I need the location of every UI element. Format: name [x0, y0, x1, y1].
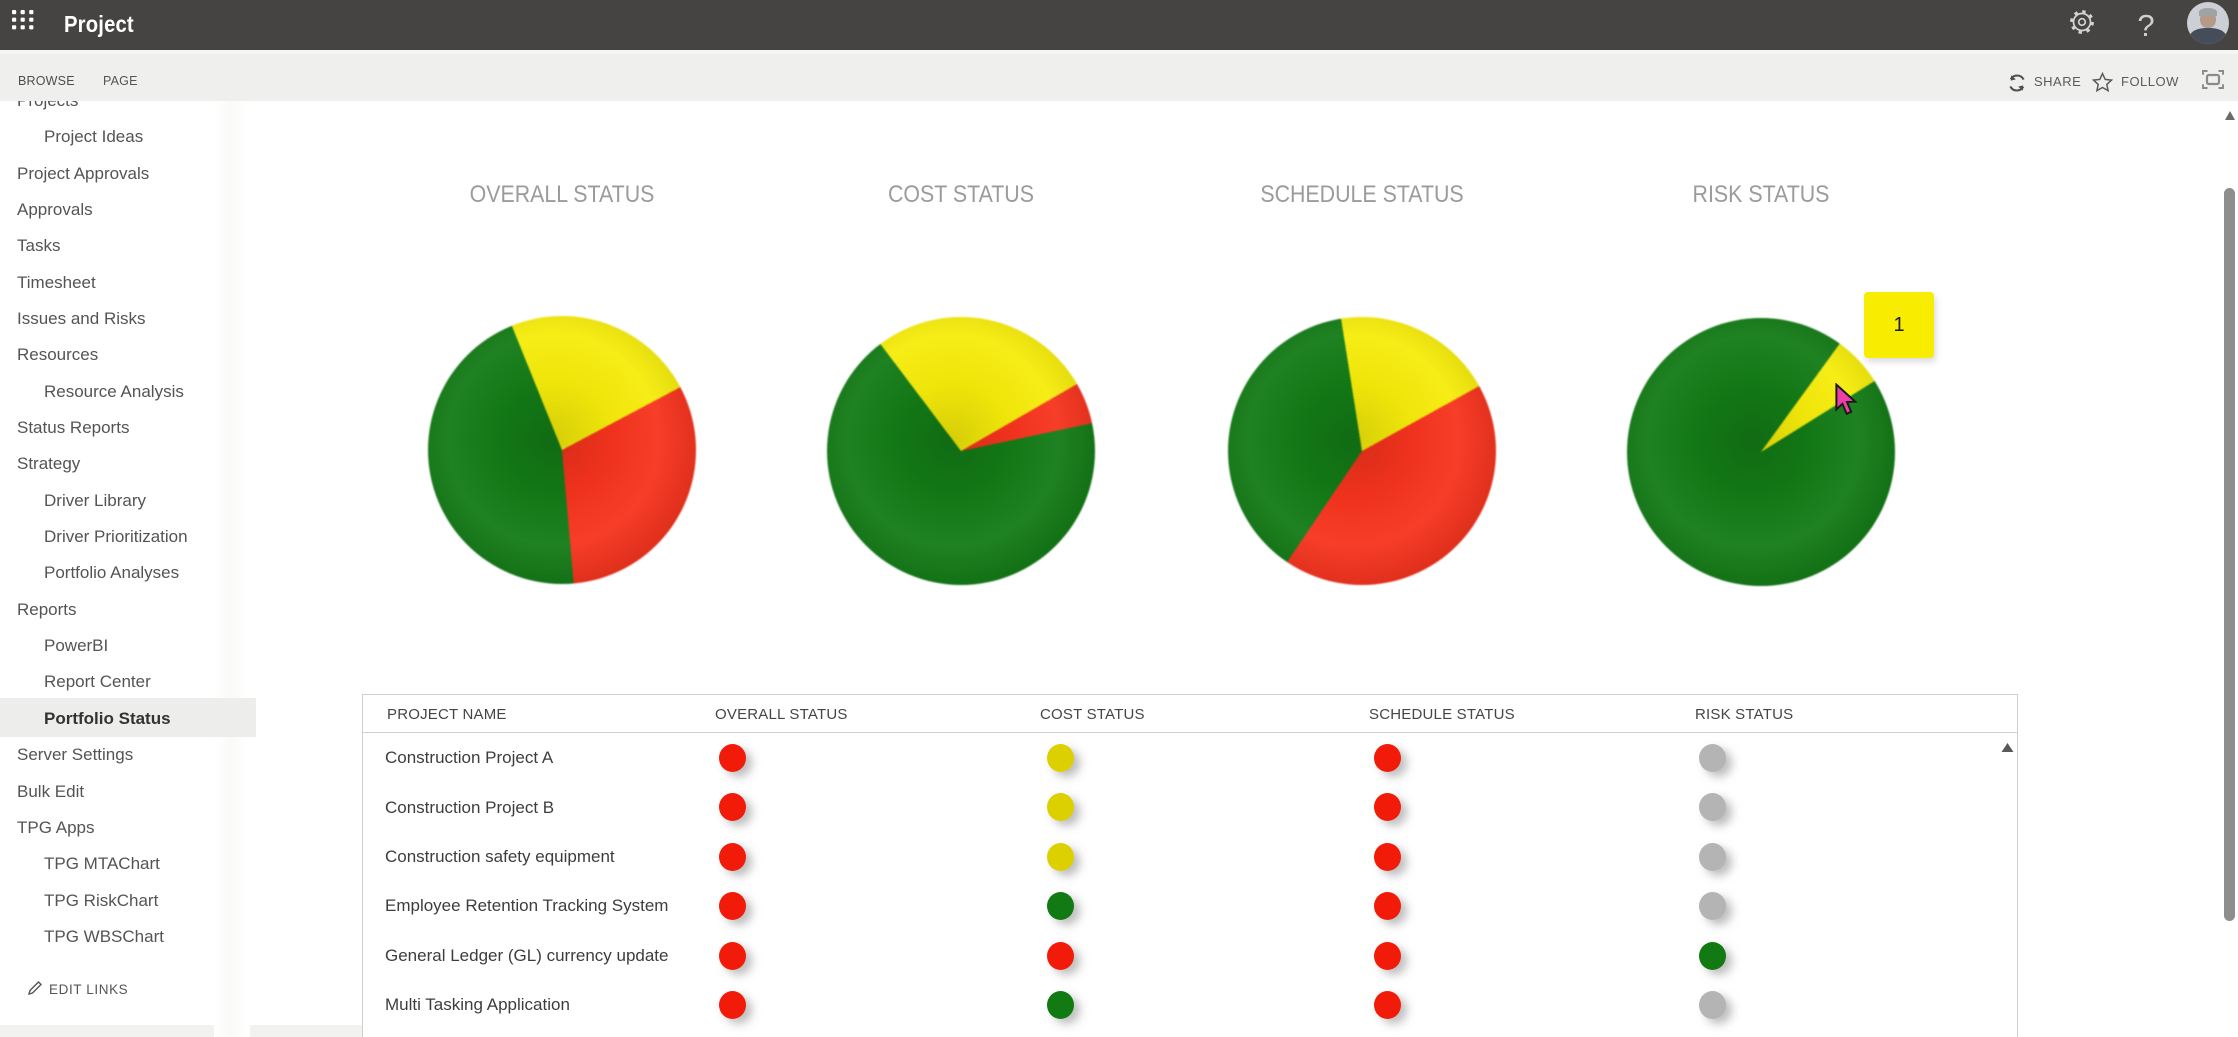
- svg-text:?: ?: [2137, 8, 2154, 43]
